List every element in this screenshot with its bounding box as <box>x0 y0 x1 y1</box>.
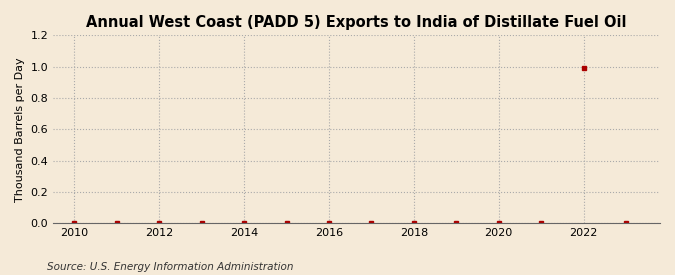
Title: Annual West Coast (PADD 5) Exports to India of Distillate Fuel Oil: Annual West Coast (PADD 5) Exports to In… <box>86 15 627 30</box>
Text: Source: U.S. Energy Information Administration: Source: U.S. Energy Information Administ… <box>47 262 294 272</box>
Y-axis label: Thousand Barrels per Day: Thousand Barrels per Day <box>15 57 25 202</box>
